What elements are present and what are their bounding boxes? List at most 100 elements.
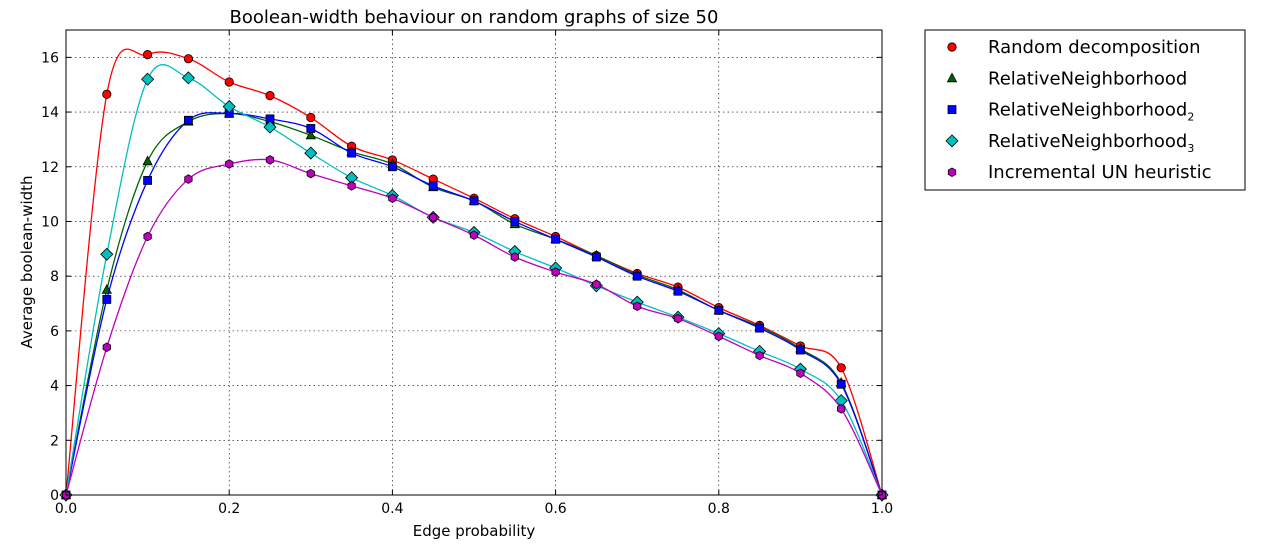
data-point-random-decomposition bbox=[836, 363, 846, 373]
legend-label-relativeneighborhood3: RelativeNeighborhood3 bbox=[988, 131, 1194, 155]
x-tick-label: 0.2 bbox=[218, 501, 240, 517]
data-point-relativeneighborhood2 bbox=[714, 305, 724, 315]
legend-label-text: RelativeNeighborhood bbox=[988, 68, 1187, 89]
data-point-relativeneighborhood2 bbox=[306, 124, 316, 133]
y-tick-label: 2 bbox=[50, 433, 59, 449]
series-line-relativeneighborhood bbox=[65, 112, 883, 496]
y-tick-label: 0 bbox=[50, 488, 59, 504]
data-point-random-decomposition bbox=[143, 50, 153, 60]
data-point-relativeneighborhood2 bbox=[347, 148, 357, 158]
ticks: 0.0 0.2 0.4 0.6 0.8 1.0 0 2 4 6 8 10 12 14 16 bbox=[41, 30, 893, 517]
legend-marker-relativeneighborhood2 bbox=[947, 105, 957, 114]
series-line-incremental-un-heuristic bbox=[65, 158, 883, 496]
data-point-incremental-un-heuristic bbox=[469, 230, 479, 240]
series-line-relativeneighborhood2 bbox=[65, 112, 883, 496]
legend-label-text: RelativeNeighborhood bbox=[988, 100, 1187, 121]
data-point-incremental-un-heuristic bbox=[551, 267, 560, 277]
data-point-incremental-un-heuristic bbox=[265, 155, 275, 165]
data-point-relativeneighborhood3 bbox=[181, 71, 195, 85]
series-relativeneighborhood bbox=[60, 107, 888, 499]
plot-frame bbox=[65, 29, 883, 496]
data-point-incremental-un-heuristic bbox=[184, 174, 193, 184]
data-point-incremental-un-heuristic bbox=[633, 301, 642, 312]
data-point-random-decomposition bbox=[102, 89, 112, 99]
x-tick-label: 0.4 bbox=[381, 501, 403, 517]
data-point-relativeneighborhood2 bbox=[551, 234, 560, 244]
legend-marker-relativeneighborhood3 bbox=[945, 134, 959, 148]
y-tick-label: 14 bbox=[41, 105, 59, 121]
legend-marker-incremental-un-heuristic bbox=[947, 167, 957, 177]
data-point-incremental-un-heuristic bbox=[673, 313, 683, 324]
series-layer bbox=[59, 48, 889, 502]
data-point-relativeneighborhood2 bbox=[755, 323, 764, 333]
data-point-relativeneighborhood2 bbox=[796, 345, 805, 355]
data-point-relativeneighborhood2 bbox=[836, 379, 846, 389]
legend-label-incremental-un-heuristic: Incremental UN heuristic bbox=[988, 162, 1212, 183]
y-tick-label: 12 bbox=[41, 160, 59, 176]
data-point-incremental-un-heuristic bbox=[102, 342, 111, 353]
x-tick-label: 0.6 bbox=[544, 501, 566, 517]
data-point-incremental-un-heuristic bbox=[510, 252, 519, 262]
series-line-relativeneighborhood3 bbox=[65, 64, 883, 496]
data-point-incremental-un-heuristic bbox=[388, 193, 397, 203]
x-tick-label: 1.0 bbox=[871, 501, 893, 517]
data-point-relativeneighborhood2 bbox=[143, 176, 153, 185]
x-axis-label: Edge probability bbox=[413, 522, 536, 540]
y-tick-label: 8 bbox=[50, 269, 59, 285]
x-tick-label: 0.0 bbox=[55, 501, 77, 517]
series-relativeneighborhood2 bbox=[61, 109, 887, 500]
series-incremental-un-heuristic bbox=[61, 155, 887, 500]
data-point-relativeneighborhood2 bbox=[673, 286, 683, 296]
legend-box bbox=[924, 29, 1246, 191]
data-point-random-decomposition bbox=[224, 77, 234, 87]
legend-label-subscript: 2 bbox=[1187, 111, 1194, 124]
grid bbox=[66, 30, 882, 495]
data-point-relativeneighborhood2 bbox=[632, 271, 642, 281]
chart-title: Boolean-width behaviour on random graphs… bbox=[230, 7, 719, 28]
data-point-incremental-un-heuristic bbox=[796, 368, 805, 379]
y-tick-label: 6 bbox=[50, 324, 59, 340]
data-point-incremental-un-heuristic bbox=[225, 159, 234, 169]
data-point-random-decomposition bbox=[183, 54, 193, 64]
data-point-relativeneighborhood2 bbox=[428, 181, 438, 191]
legend-label-text: RelativeNeighborhood bbox=[988, 131, 1187, 152]
data-point-relativeneighborhood2 bbox=[592, 252, 601, 262]
legend-label-subscript: 3 bbox=[1187, 142, 1194, 155]
data-point-relativeneighborhood bbox=[142, 155, 153, 166]
data-point-incremental-un-heuristic bbox=[755, 350, 764, 361]
data-point-relativeneighborhood3 bbox=[141, 72, 155, 86]
legend-label-relativeneighborhood2: RelativeNeighborhood2 bbox=[988, 100, 1194, 124]
data-point-incremental-un-heuristic bbox=[306, 168, 315, 179]
data-point-relativeneighborhood2 bbox=[183, 115, 193, 125]
data-point-relativeneighborhood3 bbox=[222, 100, 236, 114]
data-point-relativeneighborhood2 bbox=[469, 196, 479, 206]
data-point-random-decomposition bbox=[306, 112, 316, 123]
legend-marker-relativeneighborhood bbox=[946, 72, 958, 83]
data-point-relativeneighborhood2 bbox=[510, 217, 520, 226]
y-tick-label: 4 bbox=[50, 379, 59, 395]
data-point-relativeneighborhood3 bbox=[304, 146, 318, 160]
data-point-relativeneighborhood2 bbox=[387, 162, 397, 172]
data-point-relativeneighborhood2 bbox=[102, 295, 112, 304]
legend-label-text: Random decomposition bbox=[988, 37, 1200, 58]
data-point-incremental-un-heuristic bbox=[429, 212, 438, 223]
y-tick-label: 16 bbox=[41, 50, 59, 66]
data-point-incremental-un-heuristic bbox=[714, 331, 723, 342]
data-point-relativeneighborhood3 bbox=[263, 120, 277, 134]
legend-label-text: Incremental UN heuristic bbox=[988, 162, 1212, 183]
legend-marker-random-decomposition bbox=[947, 42, 957, 52]
legend-label-relativeneighborhood: RelativeNeighborhood bbox=[988, 68, 1187, 89]
data-point-incremental-un-heuristic bbox=[837, 404, 846, 414]
x-tick-label: 0.8 bbox=[708, 501, 730, 517]
data-point-relativeneighborhood3 bbox=[100, 247, 114, 261]
y-tick-label: 10 bbox=[41, 214, 59, 230]
data-point-incremental-un-heuristic bbox=[347, 181, 356, 191]
legend-label-random-decomposition: Random decomposition bbox=[988, 37, 1200, 58]
data-point-incremental-un-heuristic bbox=[143, 231, 152, 242]
y-axis-label: Average boolean-width bbox=[18, 175, 36, 348]
data-point-incremental-un-heuristic bbox=[592, 279, 601, 290]
series-relativeneighborhood3 bbox=[59, 64, 889, 502]
data-point-relativeneighborhood bbox=[305, 129, 316, 140]
data-point-random-decomposition bbox=[265, 91, 275, 101]
